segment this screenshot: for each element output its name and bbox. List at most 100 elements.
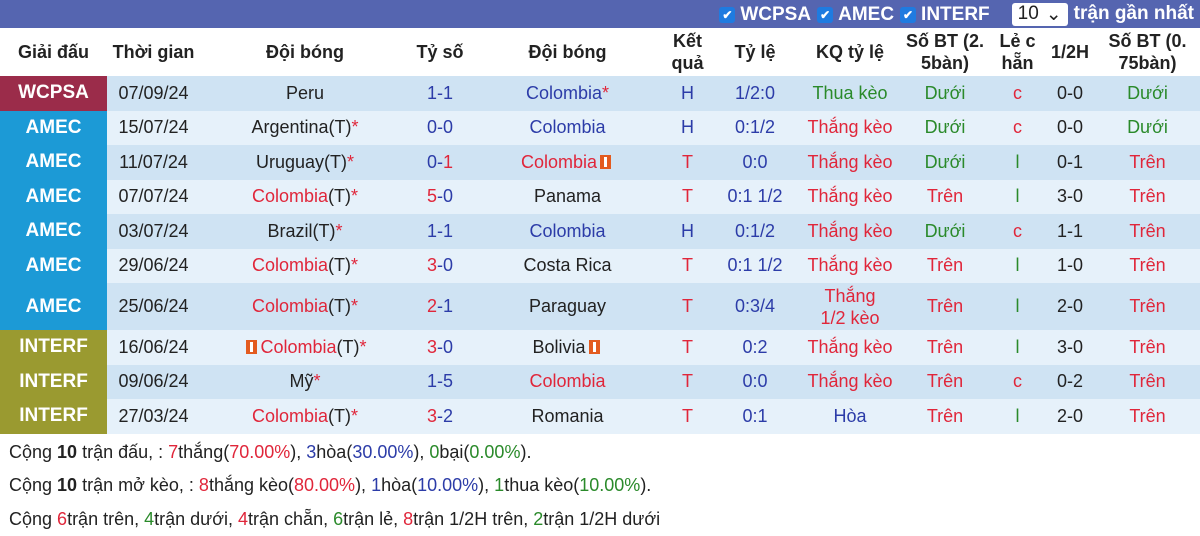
header-result[interactable]: Kết quả (665, 28, 710, 76)
match-date: 11/07/24 (107, 145, 200, 180)
header-half-time[interactable]: 1/2H (1045, 28, 1095, 76)
match-result: T (665, 249, 710, 284)
match-date: 16/06/24 (107, 330, 200, 365)
away-team[interactable]: Colombia (470, 111, 665, 146)
league-badge[interactable]: INTERF (0, 399, 107, 434)
match-result: T (665, 180, 710, 215)
neutral-tag: (T) (328, 255, 351, 275)
league-badge[interactable]: AMEC (0, 249, 107, 284)
home-team[interactable]: Colombia(T)* (200, 249, 410, 284)
summary-segment: 8 (403, 509, 413, 529)
odd-even: c (990, 76, 1045, 111)
summary-segment: 1 (371, 475, 381, 495)
away-team-name: Romania (531, 406, 603, 426)
away-team-name: Panama (534, 186, 601, 206)
header-odd-even[interactable]: Lẻ c hẵn (990, 28, 1045, 76)
checkbox-check-icon: ✔ (817, 7, 833, 23)
filter-label: INTERF (921, 4, 990, 26)
summary-segment: Cộng (9, 475, 57, 495)
away-team[interactable]: Colombia (470, 145, 665, 180)
away-team-name: Colombia (526, 83, 602, 103)
away-team[interactable]: Costa Rica (470, 249, 665, 284)
header-total-goals-2-5[interactable]: Số BT (2. 5bàn) (900, 28, 990, 76)
home-team[interactable]: Colombia(T)* (200, 180, 410, 215)
half-time-score: 1-1 (1045, 214, 1095, 249)
away-team[interactable]: Colombia* (470, 76, 665, 111)
handicap: 0:1 1/2 (710, 249, 800, 284)
total-goals-0-75: Trên (1095, 249, 1200, 284)
home-team[interactable]: Mỹ* (200, 365, 410, 400)
away-goals: 0 (443, 337, 453, 357)
match-count-value: 10 (1018, 3, 1039, 25)
match-count-select[interactable]: 10⌄ (1012, 3, 1068, 26)
favorite-star: * (352, 117, 359, 137)
neutral-tag: (T) (324, 152, 347, 172)
away-team[interactable]: Colombia (470, 365, 665, 400)
summary-segment: ). (640, 475, 651, 495)
summary-segment: 10 (57, 442, 77, 462)
summary-segment: thua kèo( (504, 475, 579, 495)
match-date: 09/06/24 (107, 365, 200, 400)
header-league[interactable]: Giải đấu (0, 28, 107, 76)
league-badge[interactable]: AMEC (0, 180, 107, 215)
half-time-score: 2-0 (1045, 399, 1095, 434)
home-team-name: Colombia (252, 255, 328, 275)
home-team-name: Uruguay (256, 152, 324, 172)
header-score[interactable]: Tỷ số (410, 28, 470, 76)
home-team[interactable]: Argentina(T)* (200, 111, 410, 146)
away-team-name: Colombia (529, 371, 605, 391)
home-team[interactable]: Peru (200, 76, 410, 111)
league-badge[interactable]: WCPSA (0, 76, 107, 111)
league-badge[interactable]: AMEC (0, 111, 107, 146)
home-team[interactable]: Colombia(T)* (200, 330, 410, 365)
league-badge[interactable]: AMEC (0, 283, 107, 330)
home-goals: 5 (427, 186, 437, 206)
home-team[interactable]: Colombia(T)* (200, 399, 410, 434)
home-team[interactable]: Brazil(T)* (200, 214, 410, 249)
filter-interf-checkbox[interactable]: ✔INTERF (900, 4, 990, 26)
neutral-tag: (T) (328, 406, 351, 426)
header-handicap[interactable]: Tỷ lệ (710, 28, 800, 76)
home-team[interactable]: Uruguay(T)* (200, 145, 410, 180)
handicap: 0:1/2 (710, 214, 800, 249)
away-team[interactable]: Paraguay (470, 283, 665, 330)
handicap-result: Thắng kèo (800, 180, 900, 215)
header-date[interactable]: Thời gian (107, 28, 200, 76)
league-badge[interactable]: INTERF (0, 365, 107, 400)
home-team-name: Peru (286, 83, 324, 103)
home-team-name: Mỹ (289, 371, 313, 391)
header-home-team[interactable]: Đội bóng (200, 28, 410, 76)
header-away-team[interactable]: Đội bóng (470, 28, 665, 76)
header-handicap-result[interactable]: KQ tỷ lệ (800, 28, 900, 76)
handicap: 0:0 (710, 145, 800, 180)
score: 3-0 (410, 249, 470, 284)
total-goals-2-5: Dưới (900, 214, 990, 249)
away-team[interactable]: Colombia (470, 214, 665, 249)
summary-segment: trận đấu, : (77, 442, 168, 462)
league-badge[interactable]: INTERF (0, 330, 107, 365)
summary-segment: 1 (494, 475, 504, 495)
away-team[interactable]: Romania (470, 399, 665, 434)
total-goals-2-5: Trên (900, 180, 990, 215)
league-badge[interactable]: AMEC (0, 145, 107, 180)
league-badge[interactable]: AMEC (0, 214, 107, 249)
filter-amec-checkbox[interactable]: ✔AMEC (817, 4, 894, 26)
home-team[interactable]: Colombia(T)* (200, 283, 410, 330)
match-result: H (665, 76, 710, 111)
summary-segment: thắng( (178, 442, 229, 462)
neutral-tag: (T) (313, 221, 336, 241)
summary-segment: Cộng (9, 509, 57, 529)
favorite-star: * (351, 406, 358, 426)
summary-segment: ), (478, 475, 494, 495)
handicap-result: Thắng 1/2 kèo (800, 283, 900, 330)
away-team[interactable]: Panama (470, 180, 665, 215)
away-goals: 5 (443, 371, 453, 391)
filter-wcpsa-checkbox[interactable]: ✔WCPSA (719, 4, 811, 26)
away-team[interactable]: Bolivia (470, 330, 665, 365)
handicap: 0:3/4 (710, 283, 800, 330)
header-total-goals-0-75[interactable]: Số BT (0. 75bàn) (1095, 28, 1200, 76)
match-date: 07/07/24 (107, 180, 200, 215)
